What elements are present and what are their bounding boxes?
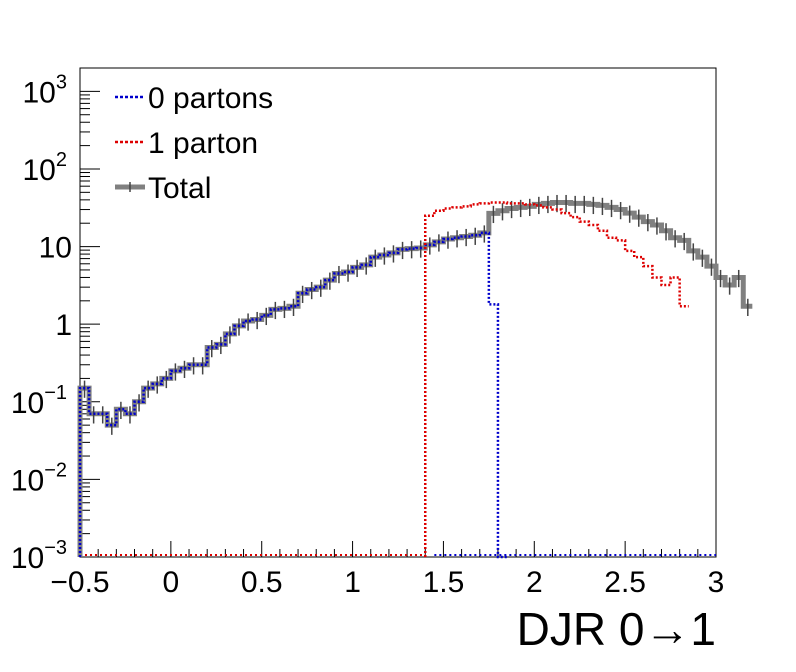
plot-frame <box>79 67 717 558</box>
y-tick-label: 10−2 <box>11 459 67 497</box>
series-0-partons <box>78 231 508 559</box>
x-tick-label: 2 <box>526 566 543 599</box>
y-tick-label: 10 <box>39 232 72 265</box>
series-layer <box>77 194 753 559</box>
legend-label: 0 partons <box>148 82 273 115</box>
y-tick-label: 102 <box>23 149 68 187</box>
x-tick-label: 0 <box>163 566 180 599</box>
legend-label: 1 parton <box>148 127 258 160</box>
axis-ticks <box>79 67 717 558</box>
x-tick-label: 0.5 <box>241 566 283 599</box>
x-tick-label: 2.5 <box>604 566 646 599</box>
legend-label: Total <box>148 172 211 205</box>
y-tick-label: 10−1 <box>11 382 67 420</box>
y-tick-labels: 10−3 10−2 10−1 1 10 102 103 <box>11 71 72 575</box>
x-tick-label: 1.5 <box>423 566 465 599</box>
series-total <box>77 199 753 557</box>
series-1-parton <box>424 201 689 557</box>
y-tick-label: 103 <box>23 71 68 109</box>
legend: 0 partons 1 parton Total <box>115 82 273 205</box>
y-tick-label: 10−3 <box>11 537 67 575</box>
x-tick-label: 1 <box>344 566 361 599</box>
x-axis-label: DJR 0→1 <box>517 603 716 655</box>
x-tick-label: −0.5 <box>50 566 109 599</box>
x-tick-label: 3 <box>708 566 725 599</box>
x-tick-labels: −0.5 0 0.5 1 1.5 2 2.5 3 <box>50 566 724 599</box>
y-tick-label: 1 <box>55 309 72 342</box>
